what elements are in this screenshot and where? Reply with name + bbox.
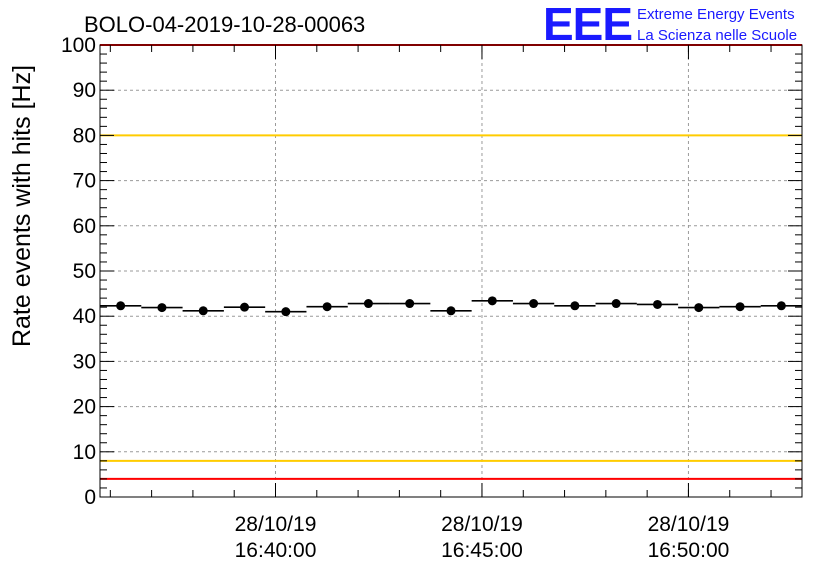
- data-point: [157, 303, 167, 313]
- threshold-layer: [100, 44, 802, 480]
- grid-layer: [100, 45, 802, 497]
- data-point: [240, 302, 250, 312]
- y-tick-label: 60: [73, 215, 96, 238]
- y-tick-label: 10: [73, 441, 96, 464]
- data-point: [322, 302, 332, 312]
- y-tick-label: 30: [73, 350, 96, 373]
- y-tick-label: 40: [73, 305, 96, 328]
- y-tick-label: 0: [84, 486, 96, 509]
- y-tick-label: 100: [61, 34, 96, 57]
- x-tick-date-label: 28/10/19: [235, 513, 317, 536]
- chart-title: BOLO-04-2019-10-28-00063: [84, 12, 365, 37]
- data-point: [776, 301, 786, 311]
- eee-logo-line1: Extreme Energy Events: [637, 6, 795, 23]
- eee-logo-mark: EEE: [543, 0, 632, 50]
- y-tick-label: 80: [73, 124, 96, 147]
- x-tick-time-label: 16:40:00: [235, 539, 317, 562]
- x-axis: 28/10/19 16:40:00 28/10/19 16:45:00 28/10/19…: [109, 45, 772, 562]
- data-point: [694, 303, 704, 313]
- y-tick-label: 70: [73, 170, 96, 193]
- data-point: [198, 306, 208, 316]
- data-point: [570, 301, 580, 311]
- data-series: [100, 296, 802, 317]
- data-point: [446, 306, 456, 316]
- data-point: [281, 307, 291, 317]
- x-tick-time-label: 16:50:00: [648, 539, 730, 562]
- y-tick-label: 90: [73, 79, 96, 102]
- x-tick-date-label: 28/10/19: [648, 513, 730, 536]
- data-point: [363, 299, 373, 309]
- y-axis-title: Rate events with hits [Hz]: [8, 65, 36, 347]
- data-point: [611, 299, 621, 309]
- y-axis: 0 10 20 30 40 50 60 70 80 90 100: [61, 34, 802, 509]
- eee-logo-line2: La Scienza nelle Scuole: [637, 27, 797, 44]
- x-tick-date-label: 28/10/19: [441, 513, 523, 536]
- y-tick-label: 50: [73, 260, 96, 283]
- data-point: [735, 302, 745, 312]
- data-point: [652, 299, 662, 309]
- eee-logo: EEE Extreme Energy Events La Scienza nel…: [543, 0, 797, 50]
- y-tick-label: 20: [73, 396, 96, 419]
- data-point: [487, 296, 497, 306]
- data-point: [116, 301, 126, 311]
- x-tick-time-label: 16:45:00: [441, 539, 523, 562]
- data-point: [405, 299, 415, 309]
- data-point: [529, 299, 539, 309]
